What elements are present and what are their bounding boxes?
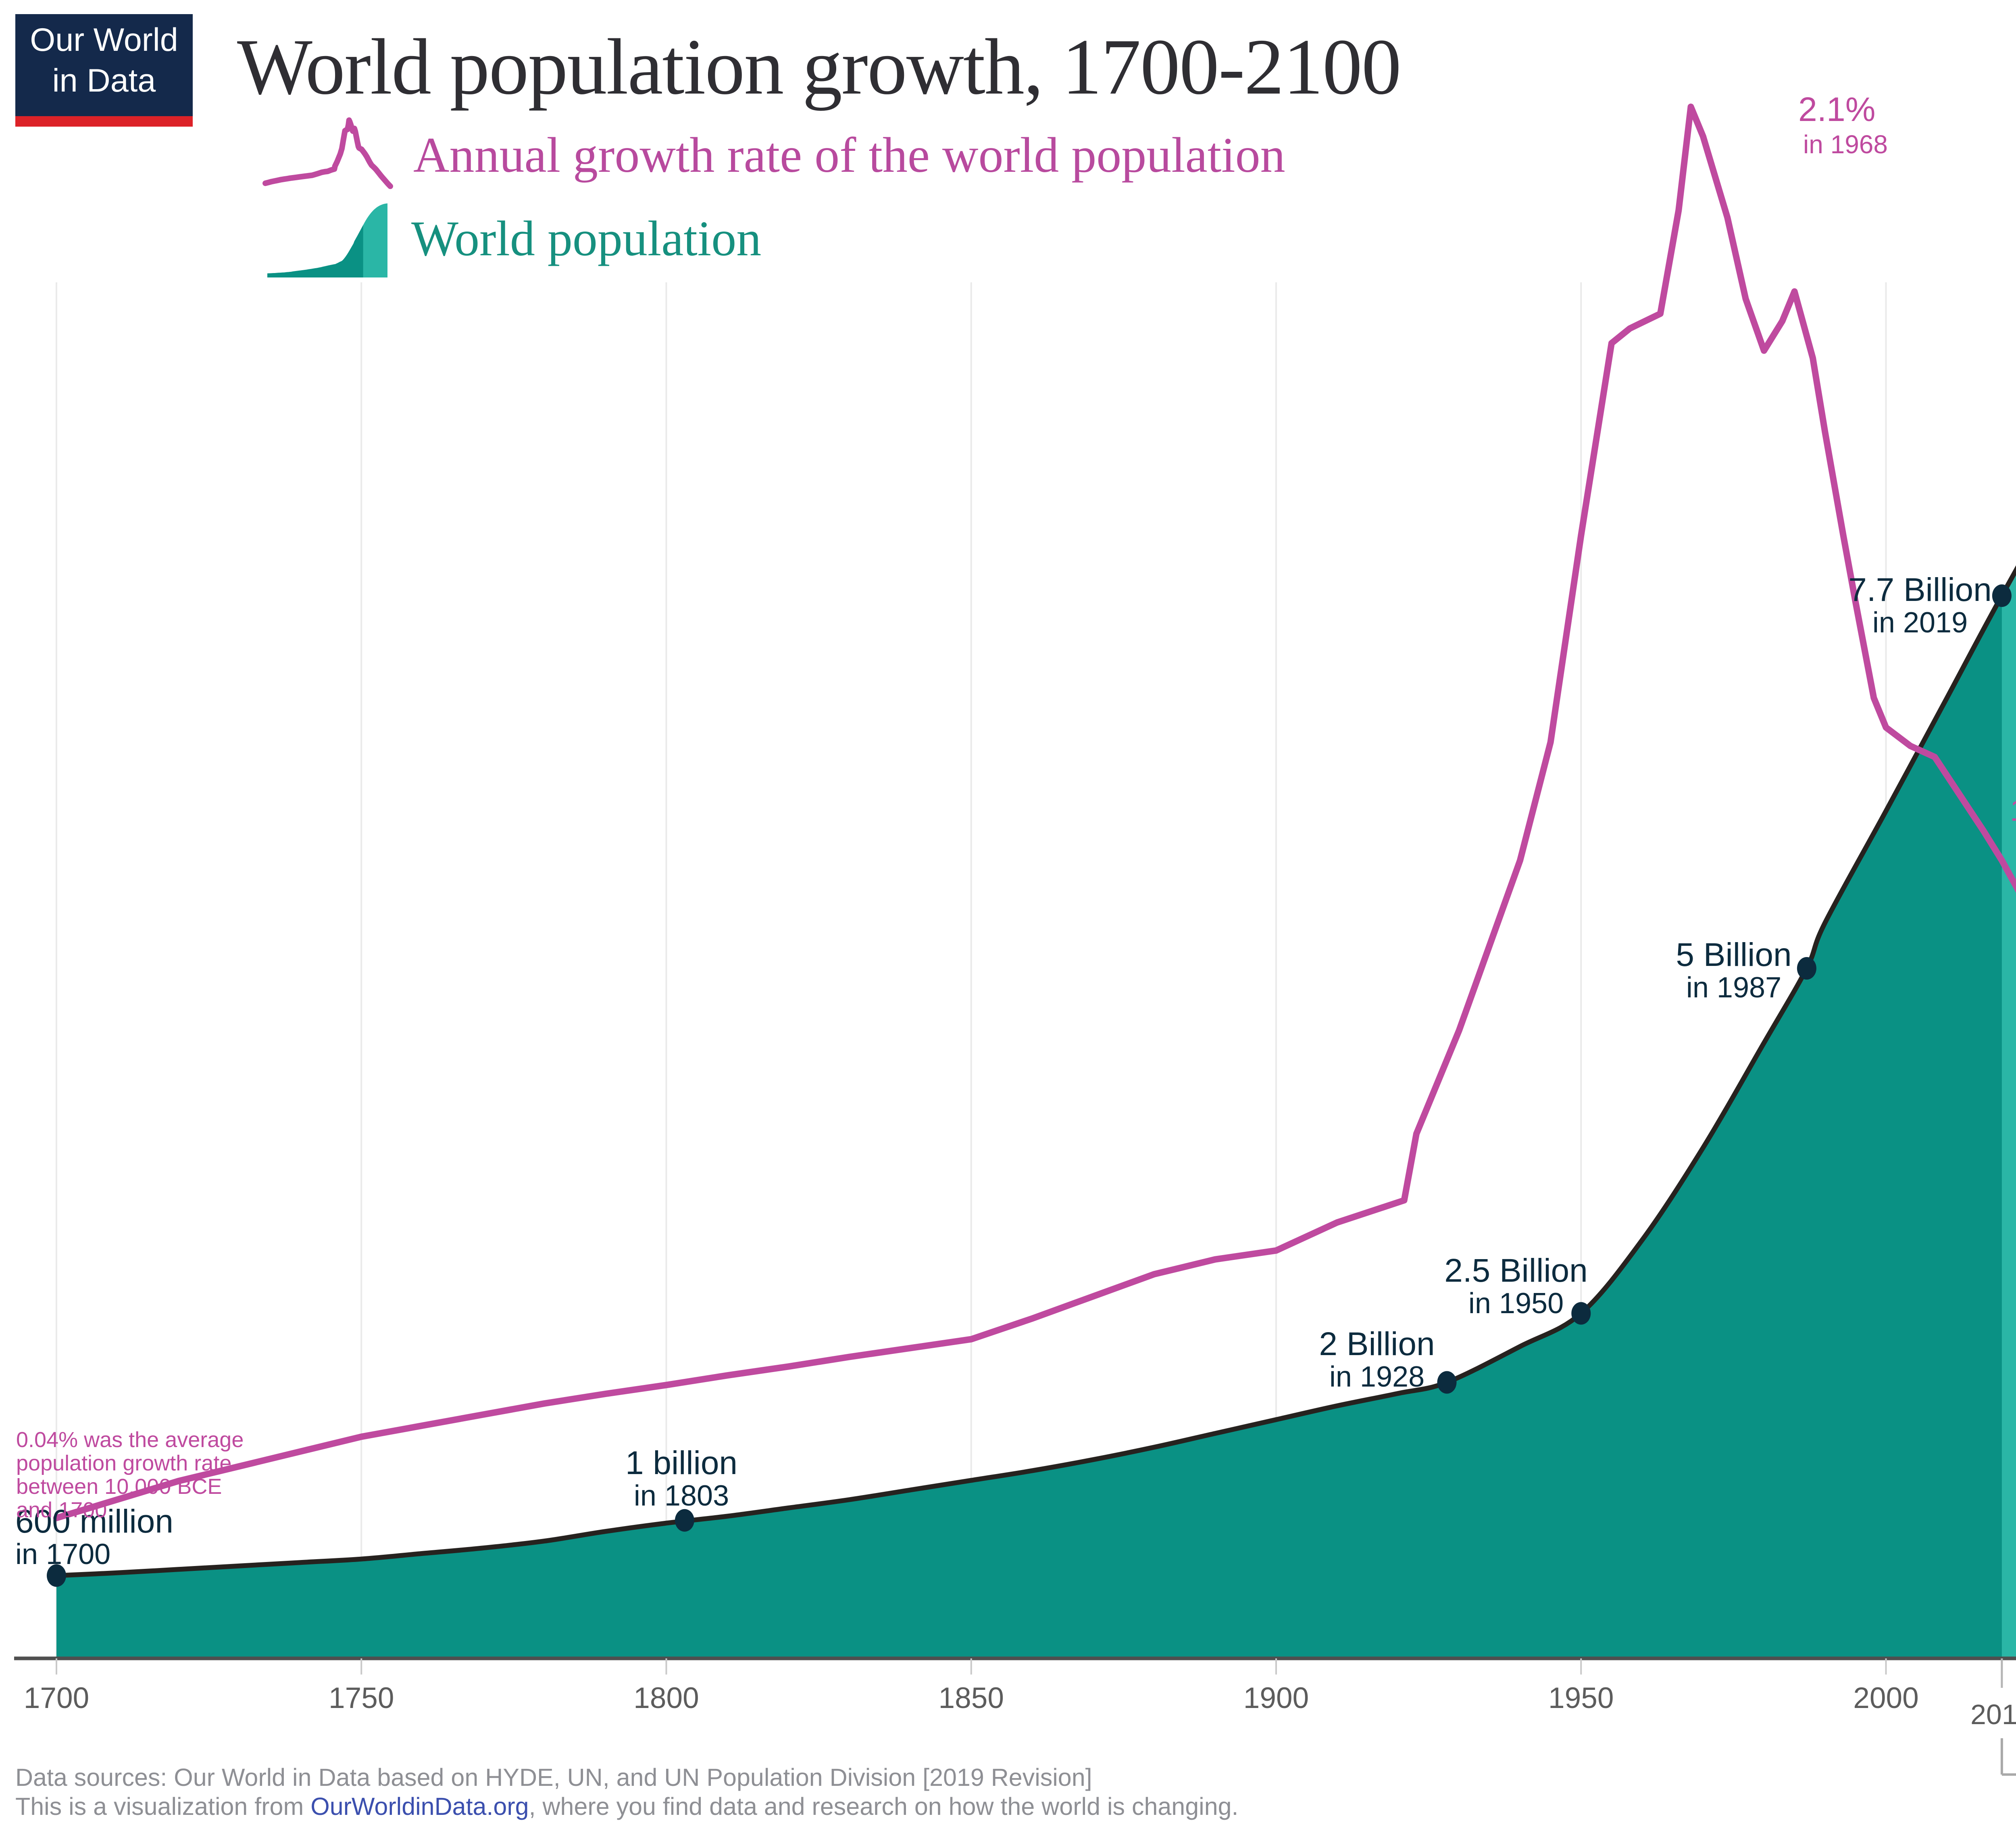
growth-rate-legend-glyph [262,117,393,189]
owid-logo: Our World in Data [15,14,193,127]
legend-label-growth-rate: Annual growth rate of the world populati… [413,127,1285,183]
x-tick-label-1850: 1850 [939,1682,1004,1714]
milestone-sublabel-1928: in 1928 [1329,1361,1425,1393]
growth-annotation-0: 2.1% [1798,90,1875,128]
milestone-label-1987: 5 Billion [1676,936,1791,973]
owid-logo-line1: Our World [30,22,178,58]
growth-annotation-sub-0: in 1968 [1803,130,1888,159]
milestone-dot-1928 [1437,1371,1457,1394]
milestone-dot-1803 [675,1509,694,1532]
x-tick-label-2019: 2019 [1970,1699,2016,1730]
pre-1700-growth-note-line3: between 10,000 BCE [16,1474,222,1499]
milestone-label-1803: 1 billion [625,1445,737,1481]
legend-item-world-population: World population [264,198,761,279]
growth-rate-line [53,103,2016,1521]
x-tick-label-1800: 1800 [633,1682,699,1714]
population-area-historical [56,596,2002,1658]
population-curve-outline [56,565,2016,1578]
milestone-sublabel-2019: in 2019 [1872,607,1968,639]
milestone-label-1700: 600 million [15,1503,173,1540]
milestone-dot-1987 [1797,957,1816,980]
owid-website-link[interactable]: OurWorldinData.org [310,1793,529,1820]
growth-annotation-sub-1: in 2019 [2015,830,2016,859]
pre-1700-growth-note-line2: population growth rate [16,1451,231,1475]
growth-annotation-1: 1.08% [2010,793,2016,828]
milestone-sublabel-1987: in 1987 [1686,972,1781,1004]
milestone-label-1928: 2 Billion [1319,1326,1435,1362]
owid-logo-red-stripe [15,116,193,127]
world-population-legend-glyph [267,203,387,277]
growth-glyph-line [262,117,393,189]
milestone-dot-2019 [1992,584,2012,607]
milestone-sublabel-1803: in 1803 [634,1480,729,1512]
milestone-sublabel-1950: in 1950 [1468,1287,1564,1320]
x-tick-label-1950: 1950 [1548,1682,1614,1714]
x-tick-label-1750: 1750 [329,1682,394,1714]
x-tick-label-1700: 1700 [24,1682,89,1714]
footer-attribution-prefix: This is a visualization from [15,1793,311,1820]
legend-item-growth-rate: Annual growth rate of the world populati… [262,115,1285,196]
population-glyph-area-historical [267,225,363,277]
owid-logo-line2: in Data [52,63,156,99]
pre-1700-growth-note-line1: 0.04% was the average [16,1428,244,1452]
x-tick-label-1900: 1900 [1243,1682,1309,1714]
milestone-label-1950: 2.5 Billion [1444,1252,1588,1289]
x-tick-label-2000: 2000 [1853,1682,1918,1714]
footer-attribution-suffix: , where you find data and research on ho… [529,1793,1239,1820]
pre-1700-growth-note-line4: and 1700 [16,1498,107,1522]
legend-label-world-population: World population [411,211,762,266]
chart-title: World population growth, 1700-2100 [237,23,1402,111]
milestone-sublabel-1700: in 1700 [15,1538,110,1570]
footer-attribution: This is a visualization from OurWorldinD… [15,1792,1239,1821]
footer-data-sources: Data sources: Our World in Data based on… [15,1764,1092,1791]
milestone-label-2019: 7.7 Billion [1848,571,1992,608]
milestone-dot-1950 [1571,1302,1591,1325]
milestone-dot-1700 [47,1564,66,1587]
